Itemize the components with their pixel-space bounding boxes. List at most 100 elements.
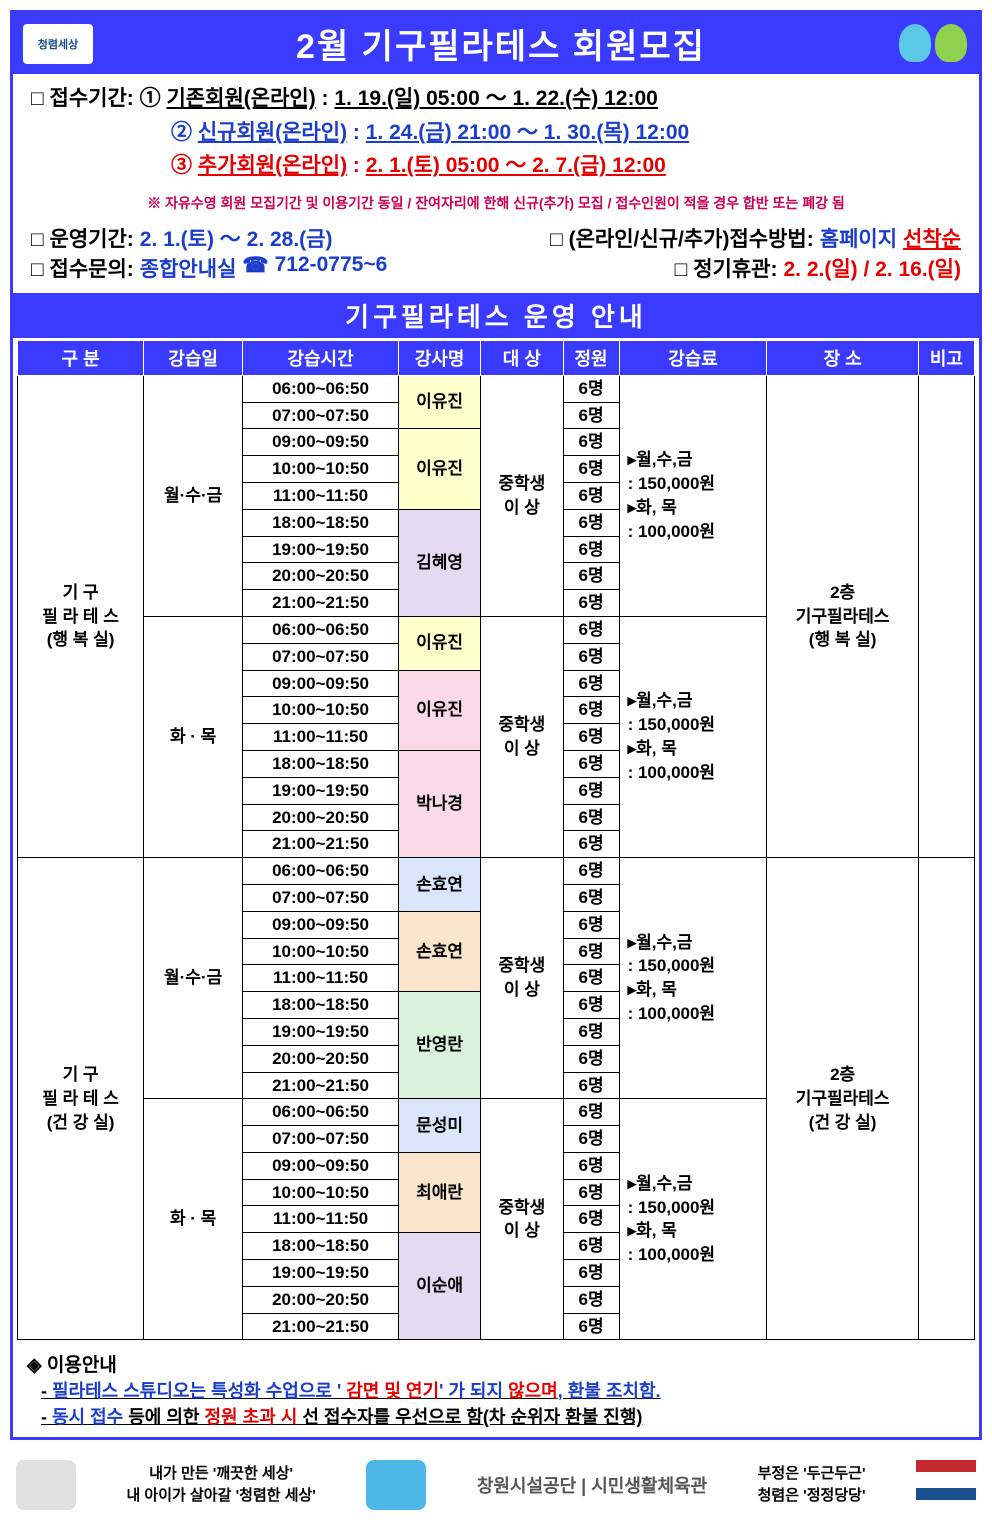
time-cell: 18:00~18:50 xyxy=(243,1233,399,1260)
capacity-cell: 6명 xyxy=(563,375,619,402)
registration-period-block: □ 접수기간: ① 기존회원(온라인) : 1. 19.(일) 05:00 ～ … xyxy=(13,74,979,191)
target-cell: 중학생이 상 xyxy=(481,375,563,616)
ops-holiday-value: 2. 2.(일) / 2. 16.(일) xyxy=(783,253,961,283)
instructor-cell: 이유진 xyxy=(398,375,480,429)
col-header: 정원 xyxy=(563,340,619,375)
capacity-cell: 6명 xyxy=(563,1072,619,1099)
time-cell: 11:00~11:50 xyxy=(243,482,399,509)
reg-period: 1. 19.(일) 05:00 ～ 1. 22.(수) 12:00 xyxy=(334,87,657,110)
capacity-cell: 6명 xyxy=(563,911,619,938)
reg-sep: : xyxy=(347,121,366,144)
reg-num: ③ xyxy=(171,154,198,177)
slogan2: 내 아이가 살아갈 '청렴한 세상' xyxy=(126,1485,315,1508)
time-cell: 21:00~21:50 xyxy=(243,1072,399,1099)
time-cell: 18:00~18:50 xyxy=(243,992,399,1019)
time-cell: 07:00~07:50 xyxy=(243,402,399,429)
fee-cell: ▸월,수,금 : 150,000원▸화, 목 : 100,000원 xyxy=(619,616,767,857)
operation-info-block: □ 운영기간: 2. 1.(토) ～ 2. 28.(금) □ (온라인/신규/추… xyxy=(13,219,979,293)
schedule-table: 구 분강습일강습시간강사명대 상정원강습료장 소비고 기 구필 라 테 스(행 … xyxy=(17,340,975,1341)
slogan-r2: 청렴은 '정정당당' xyxy=(758,1485,866,1508)
instructor-cell: 문성미 xyxy=(398,1099,480,1153)
target-cell: 중학생이 상 xyxy=(481,616,563,857)
capacity-cell: 6명 xyxy=(563,1179,619,1206)
instructor-cell: 이유진 xyxy=(398,429,480,509)
capacity-cell: 6명 xyxy=(563,643,619,670)
time-cell: 19:00~19:50 xyxy=(243,1018,399,1045)
col-header: 강습료 xyxy=(619,340,767,375)
title-bar: 청렴세상 2월 기구필라테스 회원모집 xyxy=(13,13,979,74)
reg-period: 1. 24.(금) 21:00 ～ 1. 30.(목) 12:00 xyxy=(366,121,689,144)
fee-cell: ▸월,수,금 : 150,000원▸화, 목 : 100,000원 xyxy=(619,858,767,1099)
capacity-cell: 6명 xyxy=(563,831,619,858)
reg-sep: : xyxy=(316,87,335,110)
ops-method-val2: 선착순 xyxy=(903,223,961,253)
registration-note: ※ 자유수영 회원 모집기간 및 이용기간 동일 / 잔여자리에 한해 신규(추… xyxy=(13,191,979,219)
time-cell: 21:00~21:50 xyxy=(243,590,399,617)
reg-line: ② 신규회원(온라인) : 1. 24.(금) 21:00 ～ 1. 30.(목… xyxy=(171,116,961,150)
slogan-r1: 부정은 '두근두근' xyxy=(758,1463,866,1486)
col-header: 강사명 xyxy=(398,340,480,375)
time-cell: 09:00~09:50 xyxy=(243,429,399,456)
page-title: 2월 기구필라테스 회원모집 xyxy=(103,19,899,68)
col-header: 구 분 xyxy=(18,340,144,375)
reg-num: ① xyxy=(140,87,167,110)
time-cell: 10:00~10:50 xyxy=(243,697,399,724)
ops-period-label: □ 운영기간: xyxy=(31,223,134,253)
instructor-cell: 최애란 xyxy=(398,1152,480,1232)
capacity-cell: 6명 xyxy=(563,402,619,429)
phone-icon xyxy=(242,253,268,283)
time-cell: 18:00~18:50 xyxy=(243,509,399,536)
slogan-right: 부정은 '두근두근' 청렴은 '정정당당' xyxy=(758,1463,866,1508)
instructor-cell: 손효연 xyxy=(398,858,480,912)
day-cell: 월·수·금 xyxy=(144,858,243,1099)
col-header: 강습일 xyxy=(144,340,243,375)
time-cell: 06:00~06:50 xyxy=(243,375,399,402)
ops-contact-office: 종합안내실 xyxy=(140,253,237,283)
col-header: 대 상 xyxy=(481,340,563,375)
usage-notes-title: ◈ 이용안내 xyxy=(27,1350,965,1377)
time-cell: 06:00~06:50 xyxy=(243,616,399,643)
reg-line: ③ 추가회원(온라인) : 2. 1.(토) 05:00 ～ 2. 7.(금) … xyxy=(171,149,961,183)
reg-label: □ 접수기간: xyxy=(31,87,140,110)
capacity-cell: 6명 xyxy=(563,590,619,617)
reg-num: ② xyxy=(171,121,198,144)
capacity-cell: 6명 xyxy=(563,1099,619,1126)
time-cell: 09:00~09:50 xyxy=(243,911,399,938)
slogan1: 내가 만든 '깨끗한 세상' xyxy=(126,1463,315,1486)
capacity-cell: 6명 xyxy=(563,1260,619,1287)
capacity-cell: 6명 xyxy=(563,563,619,590)
time-cell: 10:00~10:50 xyxy=(243,1179,399,1206)
note-cell xyxy=(918,375,974,857)
time-cell: 20:00~20:50 xyxy=(243,1286,399,1313)
time-cell: 11:00~11:50 xyxy=(243,724,399,751)
time-cell: 21:00~21:50 xyxy=(243,1313,399,1340)
time-cell: 11:00~11:50 xyxy=(243,965,399,992)
reg-period: 2. 1.(토) 05:00 ～ 2. 7.(금) 12:00 xyxy=(366,154,666,177)
mascot-blue-icon xyxy=(899,24,931,62)
capacity-cell: 6명 xyxy=(563,697,619,724)
usage-notes: ◈ 이용안내 - 필라테스 스튜디오는 특성화 수업으로 ' 감면 및 연기' … xyxy=(13,1342,979,1437)
day-cell: 화 · 목 xyxy=(144,616,243,857)
location-cell: 2층기구필라테스(행 복 실) xyxy=(767,375,918,857)
time-cell: 06:00~06:50 xyxy=(243,858,399,885)
time-cell: 19:00~19:50 xyxy=(243,536,399,563)
org-logo: 청렴세상 xyxy=(23,24,93,64)
org-name: 창원시설공단 | 시민생활체육관 xyxy=(477,1472,707,1498)
capacity-cell: 6명 xyxy=(563,429,619,456)
reg-sep: : xyxy=(347,154,366,177)
ops-period-value: 2. 1.(토) ～ 2. 28.(금) xyxy=(140,223,333,253)
reg-cat: 신규회원(온라인) xyxy=(198,121,347,144)
capacity-cell: 6명 xyxy=(563,884,619,911)
capacity-cell: 6명 xyxy=(563,804,619,831)
note-cell xyxy=(918,858,974,1340)
capacity-cell: 6명 xyxy=(563,992,619,1019)
fee-cell: ▸월,수,금 : 150,000원▸화, 목 : 100,000원 xyxy=(619,375,767,616)
table-row: 기 구필 라 테 스(건 강 실)월·수·금06:00~06:50손효연중학생이… xyxy=(18,858,975,885)
capacity-cell: 6명 xyxy=(563,1126,619,1153)
org-mark-icon xyxy=(366,1460,426,1510)
day-cell: 화 · 목 xyxy=(144,1099,243,1340)
capacity-cell: 6명 xyxy=(563,750,619,777)
ops-method-label: □ (온라인/신규/추가)접수방법: xyxy=(550,223,814,253)
instructor-cell: 손효연 xyxy=(398,911,480,991)
instructor-cell: 반영란 xyxy=(398,992,480,1099)
